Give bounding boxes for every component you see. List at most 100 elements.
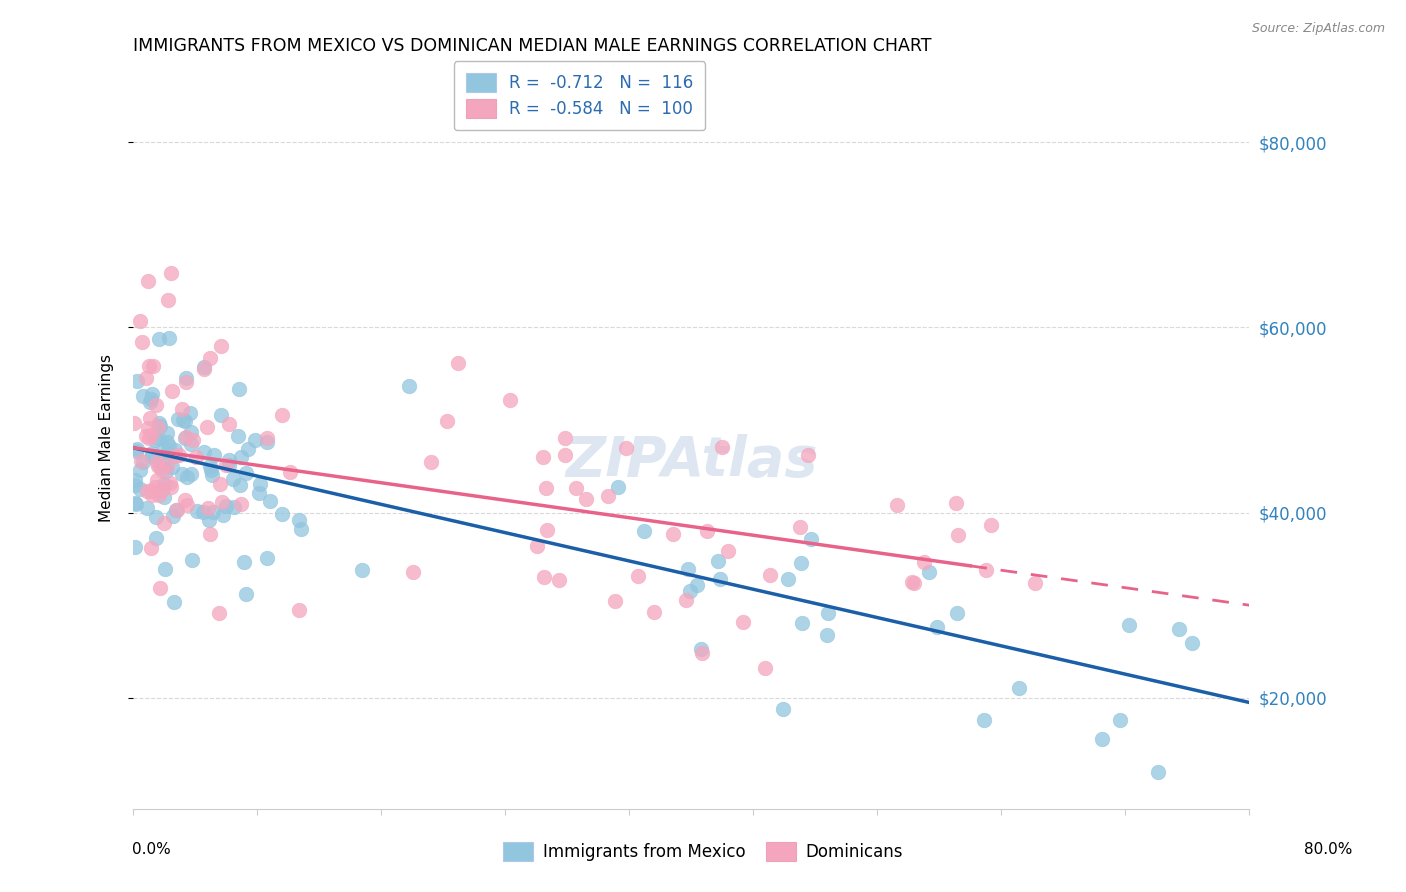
Point — [211, 339, 233, 353]
Point — [157, 293, 180, 307]
Point — [607, 480, 630, 494]
Point — [166, 502, 188, 516]
Point — [150, 483, 173, 497]
Point — [531, 450, 554, 464]
Point — [270, 408, 292, 422]
Point — [222, 472, 245, 486]
Point — [236, 442, 259, 456]
Point — [152, 516, 174, 531]
Point — [139, 483, 162, 498]
Point — [198, 526, 221, 541]
Point — [152, 490, 174, 504]
Point — [247, 486, 270, 500]
Point — [211, 495, 233, 509]
Point — [776, 572, 799, 586]
Point — [173, 431, 195, 445]
Point — [498, 393, 520, 408]
Point — [232, 555, 254, 569]
Point — [132, 454, 155, 468]
Point — [218, 417, 240, 431]
Point — [707, 554, 730, 568]
Point — [138, 431, 160, 445]
Point — [124, 496, 146, 510]
Point — [186, 504, 208, 518]
Point — [208, 476, 231, 491]
Point — [815, 628, 838, 642]
Point — [150, 463, 173, 477]
Point — [156, 425, 179, 440]
Point — [759, 567, 782, 582]
Point — [145, 509, 167, 524]
Point — [146, 474, 169, 488]
Point — [125, 497, 148, 511]
Point — [198, 458, 221, 473]
Point — [141, 446, 163, 460]
Point — [124, 444, 146, 458]
Point — [554, 448, 576, 462]
Point — [141, 488, 163, 502]
Point — [156, 435, 179, 450]
Point — [575, 492, 598, 507]
Point — [156, 445, 179, 459]
Point — [243, 434, 266, 448]
Point — [711, 440, 734, 454]
Point — [696, 524, 718, 539]
Point — [174, 375, 197, 389]
Text: Source: ZipAtlas.com: Source: ZipAtlas.com — [1251, 22, 1385, 36]
Point — [1180, 636, 1202, 650]
Point — [132, 389, 155, 403]
Point — [125, 374, 148, 388]
Point — [142, 359, 165, 373]
Point — [155, 452, 177, 467]
Point — [1146, 764, 1168, 779]
Point — [139, 541, 162, 556]
Point — [145, 531, 167, 545]
Point — [548, 574, 571, 588]
Point — [136, 483, 159, 498]
Point — [616, 442, 638, 456]
Point — [980, 518, 1002, 533]
Point — [131, 335, 153, 350]
Point — [174, 414, 197, 428]
Point — [143, 480, 166, 494]
Point — [193, 360, 215, 375]
Point — [148, 431, 170, 445]
Point — [124, 478, 146, 492]
Point — [633, 524, 655, 539]
Point — [709, 572, 731, 586]
Point — [731, 615, 754, 629]
Point — [605, 594, 627, 608]
Point — [138, 274, 160, 288]
Point — [946, 607, 969, 621]
Point — [153, 476, 176, 491]
Point — [149, 458, 172, 473]
Point — [136, 500, 159, 515]
Point — [690, 641, 713, 656]
Point — [193, 505, 215, 519]
Point — [598, 489, 620, 503]
Point — [288, 603, 311, 617]
Point — [176, 499, 198, 513]
Point — [157, 331, 180, 345]
Point — [170, 402, 193, 417]
Point — [554, 431, 576, 445]
Point — [176, 430, 198, 444]
Point — [229, 478, 252, 492]
Y-axis label: Median Male Earnings: Median Male Earnings — [100, 354, 114, 523]
Point — [162, 508, 184, 523]
Point — [165, 502, 187, 516]
Point — [352, 563, 374, 577]
Point — [181, 433, 204, 447]
Point — [129, 482, 152, 496]
Point — [156, 459, 179, 474]
Point — [179, 405, 201, 419]
Point — [226, 429, 249, 443]
Point — [173, 492, 195, 507]
Point — [176, 470, 198, 484]
Point — [675, 593, 697, 607]
Point — [146, 455, 169, 469]
Point — [218, 458, 240, 473]
Point — [122, 417, 145, 431]
Point — [228, 382, 250, 396]
Point — [290, 522, 312, 536]
